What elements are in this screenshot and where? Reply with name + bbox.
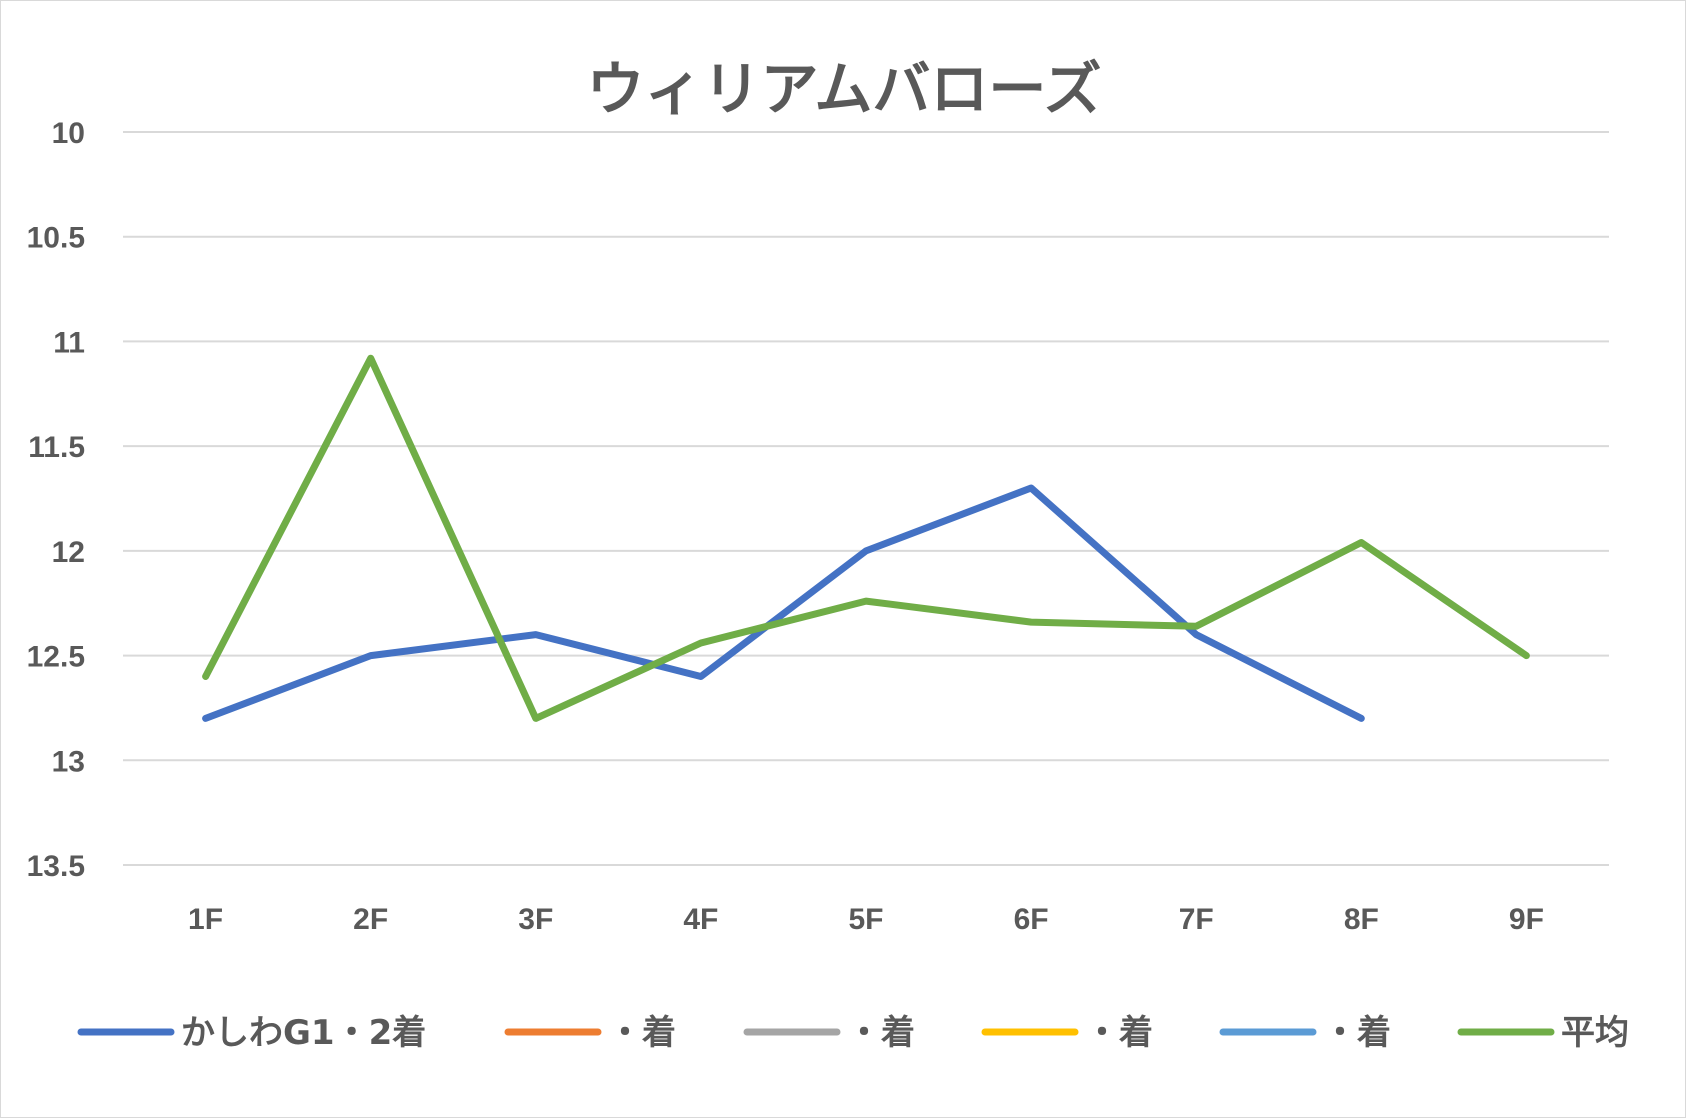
series-lines bbox=[202, 354, 1530, 722]
x-tick-label: 2F bbox=[353, 903, 388, 936]
y-tick-label: 13.5 bbox=[27, 850, 85, 883]
legend-item: ・着 bbox=[1219, 1013, 1391, 1053]
y-tick-label: 12 bbox=[52, 536, 85, 569]
x-tick-label: 3F bbox=[518, 903, 553, 936]
legend: かしわG1・2着 ・着 ・着 ・着 ・着 平均 bbox=[77, 1013, 1629, 1053]
x-tick-label: 8F bbox=[1344, 903, 1379, 936]
series-line bbox=[202, 484, 1365, 722]
series-line bbox=[202, 354, 1530, 722]
x-axis-ticks: 1F 2F 3F 4F 5F 6F 7F 8F 9F bbox=[188, 903, 1544, 936]
x-tick-label: 7F bbox=[1179, 903, 1214, 936]
x-tick-label: 5F bbox=[848, 903, 883, 936]
legend-item: ・着 bbox=[504, 1013, 676, 1053]
y-tick-label: 10 bbox=[52, 117, 85, 150]
y-tick-label: 11.5 bbox=[28, 431, 85, 464]
gridlines bbox=[123, 131, 1609, 866]
legend-label: かしわG1・2着 bbox=[181, 1013, 426, 1053]
x-tick-label: 6F bbox=[1014, 903, 1049, 936]
legend-label: ・着 bbox=[608, 1013, 676, 1053]
x-tick-label: 9F bbox=[1509, 903, 1544, 936]
legend-label: ・着 bbox=[1085, 1013, 1153, 1053]
y-tick-label: 12.5 bbox=[27, 641, 85, 674]
legend-item: かしわG1・2着 bbox=[77, 1013, 426, 1053]
legend-label: ・着 bbox=[1323, 1013, 1391, 1053]
legend-item: ・着 bbox=[743, 1013, 915, 1053]
y-tick-label: 11 bbox=[53, 326, 85, 359]
legend-item: 平均 bbox=[1457, 1013, 1629, 1053]
y-axis-ticks: 10 10.5 11 11.5 12 12.5 13 13.5 bbox=[27, 117, 85, 883]
legend-label: ・着 bbox=[847, 1013, 915, 1053]
chart-title: ウィリアムバローズ bbox=[586, 55, 1101, 123]
legend-label: 平均 bbox=[1561, 1013, 1629, 1053]
legend-item: ・着 bbox=[981, 1013, 1153, 1053]
y-tick-label: 10.5 bbox=[27, 222, 85, 255]
x-tick-label: 1F bbox=[188, 903, 223, 936]
x-tick-label: 4F bbox=[683, 903, 718, 936]
y-tick-label: 13 bbox=[52, 745, 85, 778]
